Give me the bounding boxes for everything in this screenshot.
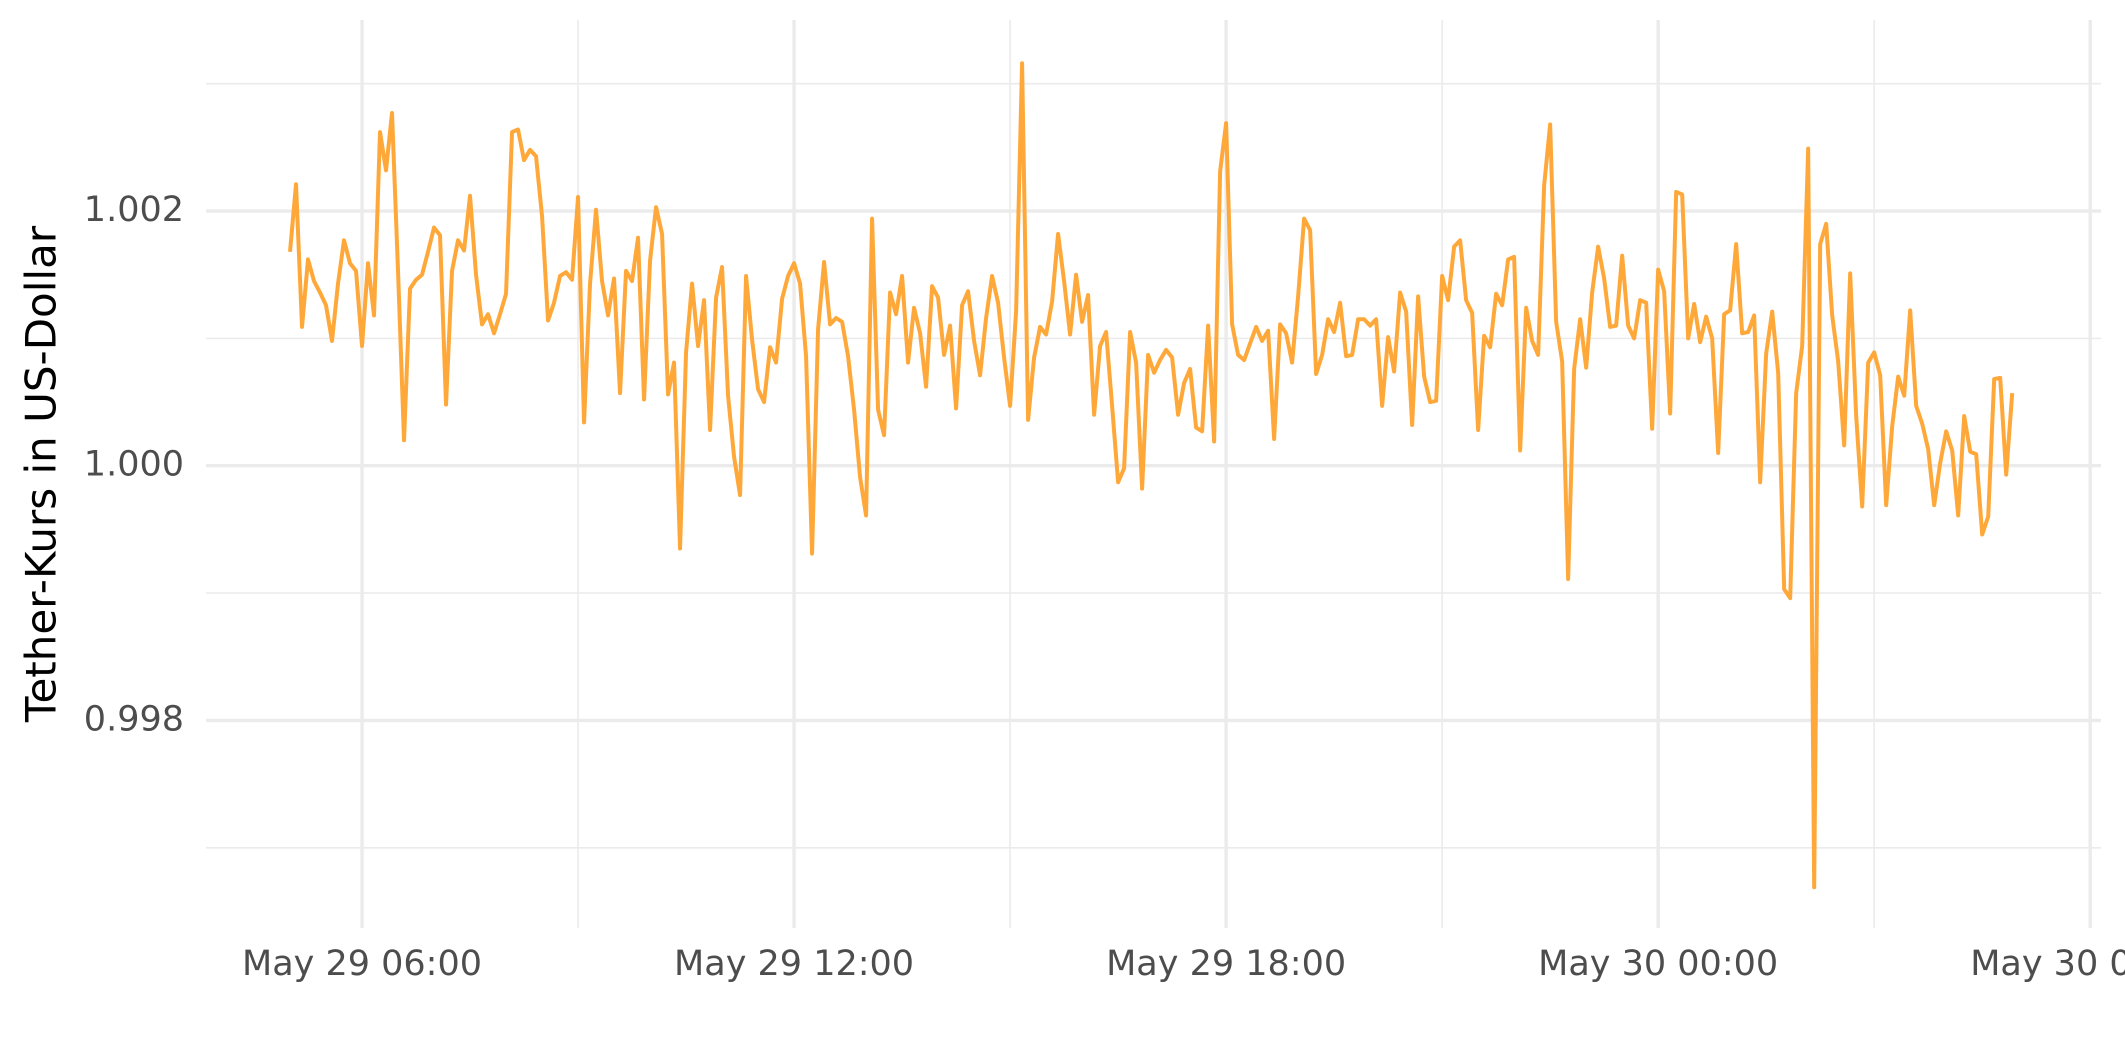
y-tick-label: 1.002 (84, 190, 184, 230)
price-line (288, 61, 2015, 890)
x-tick-label: May 29 18:00 (1106, 944, 1346, 984)
y-tick-label: 1.000 (84, 445, 184, 485)
x-tick-label: May 30 00:00 (1538, 944, 1778, 984)
x-tick-label: May 29 12:00 (674, 944, 914, 984)
x-tick-label: May 29 06:00 (242, 944, 482, 984)
y-axis-label: Tether-Kurs in US-Dollar (17, 225, 66, 723)
x-tick-label: May 30 06:00 (1970, 944, 2125, 984)
y-tick-label: 0.998 (84, 699, 184, 739)
